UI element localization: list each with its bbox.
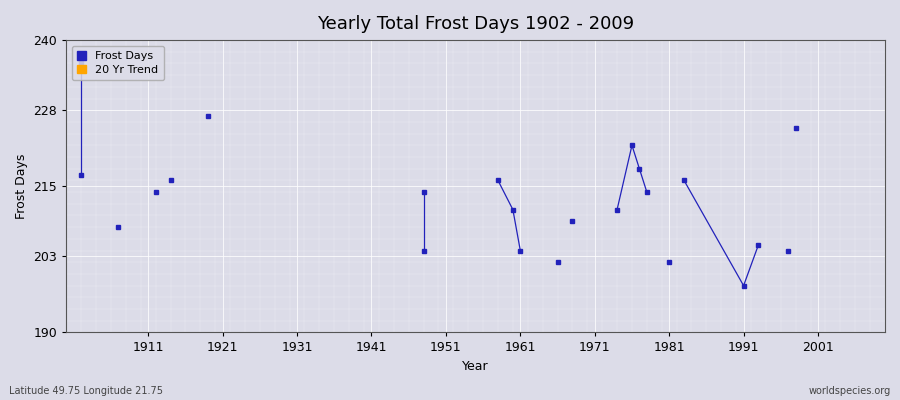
Y-axis label: Frost Days: Frost Days [15,154,28,219]
Text: Latitude 49.75 Longitude 21.75: Latitude 49.75 Longitude 21.75 [9,386,163,396]
Text: worldspecies.org: worldspecies.org [809,386,891,396]
Title: Yearly Total Frost Days 1902 - 2009: Yearly Total Frost Days 1902 - 2009 [317,15,634,33]
X-axis label: Year: Year [463,360,489,373]
Legend: Frost Days, 20 Yr Trend: Frost Days, 20 Yr Trend [72,46,164,80]
